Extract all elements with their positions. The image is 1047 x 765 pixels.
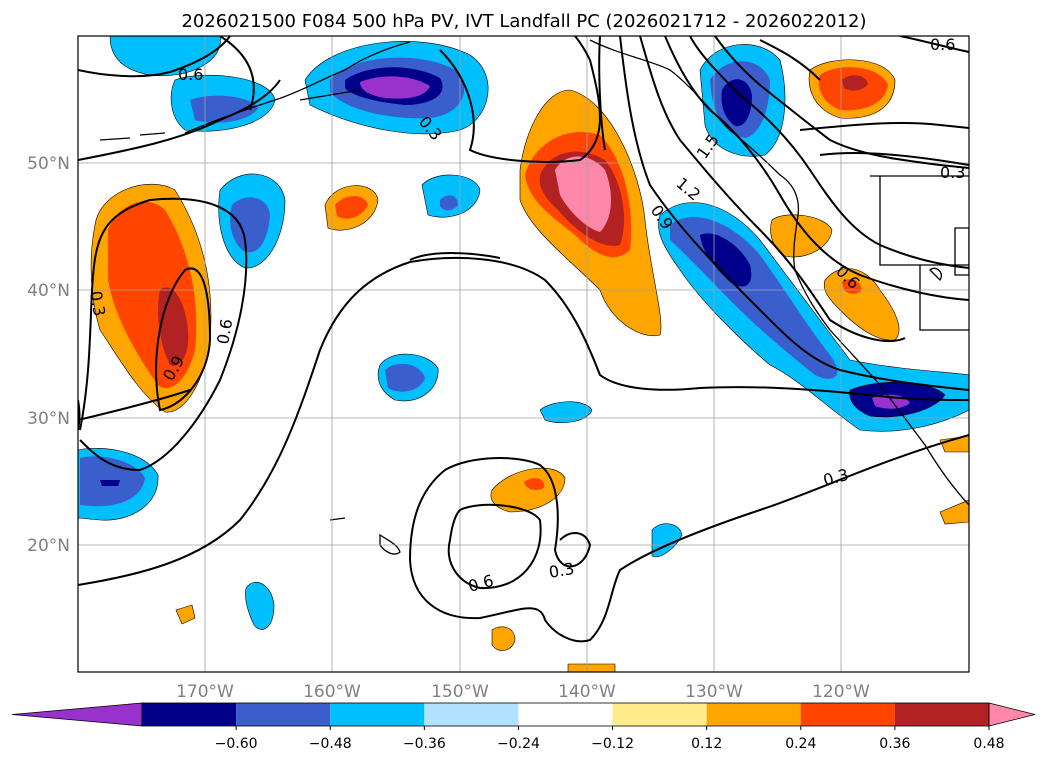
lon-label: 170°W [176,682,234,702]
contour-label: 0.3 [940,163,965,182]
map-panel: 0.6 0.3 1.5 1.2 0.9 0.6 0.3 0.3 0.9 0.6 … [78,35,969,672]
contour-label: 0.6 [213,317,236,345]
map-title: 2026021500 F084 500 hPa PV, IVT Landfall… [181,11,866,32]
shaded-pv-anomalies [78,36,969,672]
lon-label: 160°W [303,682,361,702]
contour-label: 0.3 [547,559,575,582]
contour-label: 0.3 [86,289,109,317]
colorbar-tick-label: 0.48 [973,736,1004,752]
colorbar-tick-label: 0.36 [879,736,910,752]
colorbar-extension-low [11,702,143,727]
colorbar-segment [612,703,707,726]
colorbar-segment [236,703,331,726]
lat-label: 50°N [27,154,70,174]
ivt-contours [78,36,969,643]
latitude-labels: 50°N 40°N 30°N 20°N [27,154,70,556]
colorbar-tick-label: 0.24 [785,736,816,752]
colorbar-segment [330,703,425,726]
lon-label: 150°W [431,682,489,702]
colorbar-extension-high [988,702,1036,727]
lat-label: 40°N [27,281,70,301]
lat-label: 20°N [27,536,70,556]
contour-label: 0.6 [930,35,955,54]
colorbar-tick-label: 0.12 [691,736,722,752]
gridlines [78,36,969,672]
colorbar-segment [706,703,801,726]
colorbar-segment [142,703,237,726]
coastlines [99,39,969,555]
lon-label: 130°W [685,682,743,702]
colorbar-segment [894,703,989,726]
colorbar-tick-label: −0.48 [309,736,352,752]
colorbar-tick-label: −0.60 [215,736,258,752]
longitude-labels: 170°W 160°W 150°W 140°W 130°W 120°W [176,682,870,702]
map-border [77,35,970,673]
colorbar-segment [518,703,613,726]
colorbar-tick-label: −0.24 [497,736,540,752]
colorbar-segment [424,703,519,726]
lon-label: 120°W [812,682,870,702]
lat-label: 30°N [27,409,70,429]
colorbar-frame [141,702,990,727]
colorbar: −0.60 −0.48 −0.36 −0.24 −0.12 0.12 0.24 0.36 0.4… [11,702,1036,752]
contour-label: 0.6 [178,65,203,84]
colorbar-tick-label: −0.36 [403,736,446,752]
colorbar-tick-label: −0.12 [591,736,634,752]
colorbar-segment [800,703,895,726]
lon-label: 140°W [558,682,616,702]
